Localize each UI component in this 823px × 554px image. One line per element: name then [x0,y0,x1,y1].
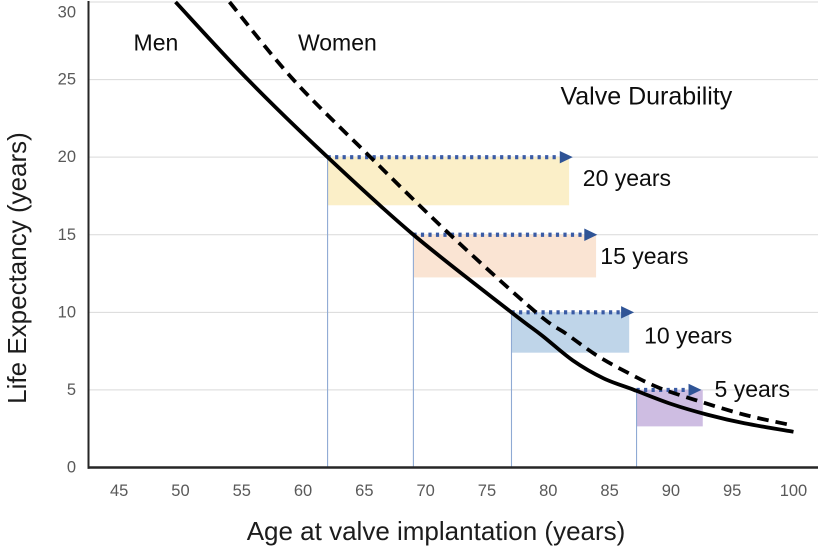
x-tick-label-50: 50 [171,482,189,500]
y-tick-label-10: 10 [58,303,76,321]
y-tick-label-15: 15 [58,226,76,244]
durability-label-15-years: 15 years [600,243,688,269]
x-tick-label-100: 100 [780,482,808,500]
y-tick-label-5: 5 [67,381,76,399]
women-curve [228,0,794,428]
durability-label-20-years: 20 years [583,165,671,191]
axes [87,1,818,469]
valve-durability-title: Valve Durability [560,83,732,111]
men-series-label: Men [134,29,179,55]
arrow-head-icon [688,383,702,397]
x-tick-label-65: 65 [355,482,373,500]
arrow-head-icon [621,306,635,319]
y-tick-label-20: 20 [58,148,76,166]
durability-bands [327,157,703,427]
durability-band-10-years [511,312,630,353]
women-series-label: Women [298,29,377,55]
x-tick-label-85: 85 [600,482,618,500]
x-tick-label-70: 70 [416,482,434,500]
y-tick-label-30: 30 [58,4,76,22]
annotations: 20 years 15 years 10 years 5 years Men Women V… [134,29,790,402]
x-tick-label-75: 75 [478,482,496,500]
durability-label-10-years: 10 years [644,322,732,348]
x-tick-label-60: 60 [294,482,312,500]
arrow-head-icon [584,228,598,241]
series-curves [174,0,794,434]
durability-band-15-years [413,234,597,278]
y-tick-label-0: 0 [67,459,76,477]
x-tick-label-95: 95 [723,482,741,500]
arrow-head-icon [559,150,573,164]
men-curve [174,0,794,434]
tick-labels: 45 50 55 60 65 70 75 80 85 90 95 100 0 5 10 15 20 25 30 [58,4,808,501]
x-tick-label-90: 90 [662,482,680,500]
durability-label-5-years: 5 years [715,376,790,402]
x-tick-label-80: 80 [539,482,557,500]
durability-arrows [327,150,702,397]
x-tick-label-45: 45 [110,482,128,500]
vertical-guide-lines [327,157,638,468]
y-axis-title: Life Expectancy (years) [2,132,32,404]
y-tick-label-25: 25 [58,71,76,89]
durability-band-20-years [327,157,570,206]
x-tick-label-55: 55 [233,482,251,500]
x-axis-title: Age at valve implantation (years) [247,516,626,546]
